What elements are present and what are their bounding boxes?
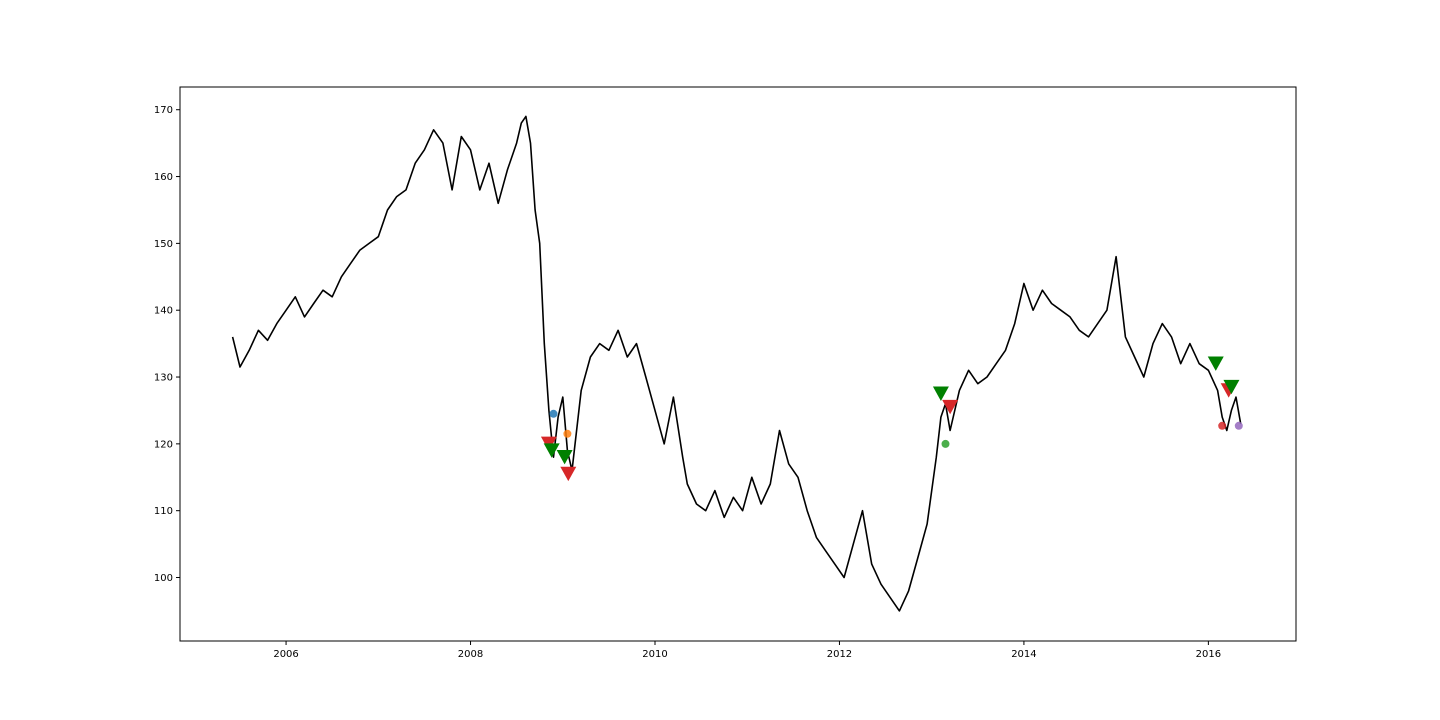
y-tick-label: 130 xyxy=(154,373,173,384)
marker-circle-13 xyxy=(1234,421,1243,430)
x-tick-label: 2014 xyxy=(1011,649,1036,660)
marker-triangle-down-7 xyxy=(942,399,959,415)
y-axis: 100 110 120 130 140 150 160 170 xyxy=(154,105,180,584)
marker-circle-12 xyxy=(1218,421,1227,430)
marker-circle-4 xyxy=(549,409,558,418)
marker-triangle-down-11 xyxy=(1223,379,1240,395)
plot-area xyxy=(179,86,1297,642)
y-tick-label: 170 xyxy=(154,105,173,116)
x-tick-label: 2006 xyxy=(273,649,298,660)
y-tick-label: 100 xyxy=(154,573,173,584)
y-tick-label: 160 xyxy=(154,172,173,183)
y-tick-label: 150 xyxy=(154,239,173,250)
marker-triangle-down-1 xyxy=(543,443,560,458)
marker-circle-8 xyxy=(941,439,950,448)
series-line-0 xyxy=(231,115,1242,612)
marker-circle-5 xyxy=(563,429,572,438)
y-tick-label: 110 xyxy=(154,506,173,517)
series-line-layer xyxy=(231,115,1242,612)
x-tick-label: 2016 xyxy=(1196,649,1221,660)
x-tick-label: 2010 xyxy=(642,649,667,660)
marker-triangle-down-6 xyxy=(932,386,949,401)
marker-triangle-down-2 xyxy=(556,450,573,465)
y-tick-label: 120 xyxy=(154,439,173,450)
y-tick-label: 140 xyxy=(154,306,173,317)
x-tick-label: 2012 xyxy=(827,649,852,660)
x-axis: 2006 2008 2010 2012 2014 2016 xyxy=(273,641,1221,660)
marker-layer xyxy=(540,356,1243,482)
x-tick-label: 2008 xyxy=(458,649,483,660)
marker-triangle-down-9 xyxy=(1207,356,1224,371)
marker-triangle-down-3 xyxy=(560,466,577,482)
